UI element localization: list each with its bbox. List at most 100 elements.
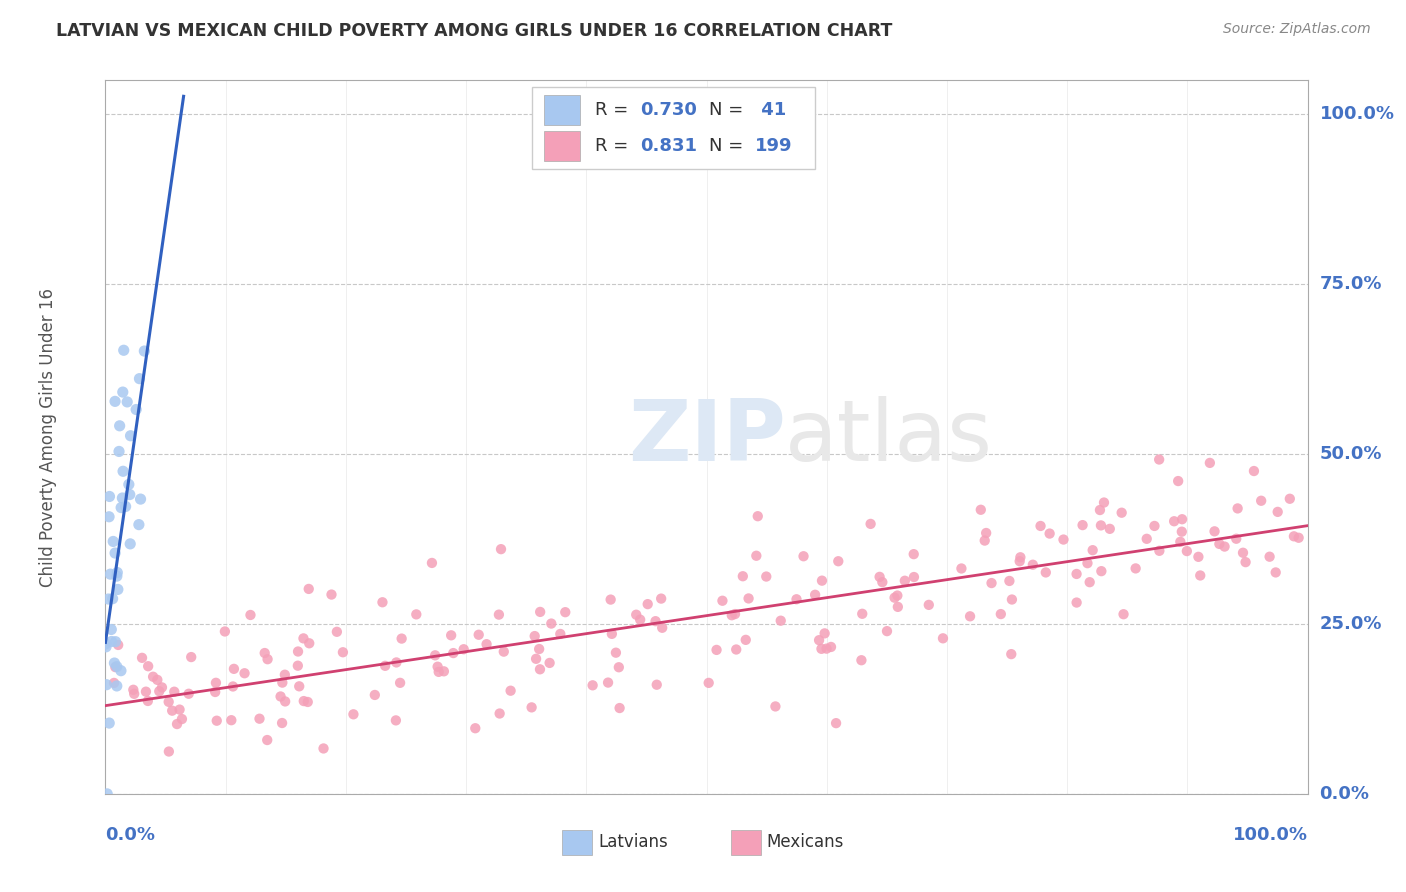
- Point: [101, 591, 124, 606]
- Point: [98, 509, 121, 524]
- Point: [108, 444, 131, 458]
- Point: [1147, 452, 1170, 467]
- Text: 41: 41: [755, 102, 786, 120]
- Point: [104, 660, 127, 674]
- Point: [1090, 564, 1112, 578]
- Point: [1189, 568, 1212, 582]
- Point: [97, 592, 120, 607]
- Point: [426, 659, 449, 673]
- Point: [271, 675, 294, 690]
- Text: Latvians: Latvians: [599, 833, 668, 851]
- Point: [1090, 518, 1112, 533]
- Point: [1081, 543, 1104, 558]
- Point: [869, 570, 891, 584]
- Point: [887, 599, 910, 614]
- Point: [488, 706, 510, 721]
- Point: [529, 605, 551, 619]
- Text: LATVIAN VS MEXICAN CHILD POVERTY AMONG GIRLS UNDER 16 CORRELATION CHART: LATVIAN VS MEXICAN CHILD POVERTY AMONG G…: [56, 22, 893, 40]
- Point: [1226, 501, 1249, 516]
- Point: [274, 667, 297, 681]
- Point: [169, 703, 191, 717]
- Point: [973, 533, 995, 548]
- Point: [1175, 544, 1198, 558]
- Point: [105, 566, 128, 580]
- Point: [160, 704, 183, 718]
- Point: [725, 642, 748, 657]
- Point: [1243, 464, 1265, 478]
- Point: [440, 628, 463, 642]
- Point: [918, 598, 941, 612]
- Point: [1225, 532, 1247, 546]
- Point: [1092, 495, 1115, 509]
- Text: Child Poverty Among Girls Under 16: Child Poverty Among Girls Under 16: [39, 287, 56, 587]
- Point: [125, 402, 148, 417]
- Point: [876, 624, 898, 639]
- FancyBboxPatch shape: [533, 87, 814, 169]
- Point: [118, 487, 141, 501]
- Point: [94, 637, 117, 651]
- Point: [292, 632, 315, 646]
- Point: [115, 395, 138, 409]
- Point: [105, 569, 128, 583]
- Point: [122, 687, 145, 701]
- Point: [427, 665, 450, 679]
- Point: [1029, 519, 1052, 533]
- Point: [233, 666, 256, 681]
- Point: [851, 607, 873, 621]
- Point: [540, 616, 562, 631]
- FancyBboxPatch shape: [544, 131, 581, 161]
- Point: [883, 591, 905, 605]
- Point: [645, 678, 668, 692]
- Point: [239, 607, 262, 622]
- Text: 0.730: 0.730: [640, 102, 697, 120]
- Point: [745, 549, 768, 563]
- Point: [297, 695, 319, 709]
- Point: [609, 701, 631, 715]
- Point: [288, 679, 311, 693]
- Point: [405, 607, 427, 622]
- Point: [110, 500, 132, 515]
- Point: [136, 659, 159, 673]
- Point: [827, 554, 849, 568]
- Point: [134, 344, 156, 359]
- Point: [1039, 526, 1062, 541]
- Point: [104, 546, 127, 560]
- Point: [820, 640, 842, 654]
- Point: [489, 542, 512, 557]
- Point: [711, 593, 734, 607]
- Point: [1198, 456, 1220, 470]
- Point: [298, 582, 321, 596]
- Point: [651, 621, 673, 635]
- Point: [1112, 607, 1135, 622]
- Point: [364, 688, 387, 702]
- Point: [135, 684, 157, 698]
- Point: [644, 614, 666, 628]
- Point: [298, 636, 321, 650]
- Point: [605, 646, 627, 660]
- Point: [523, 629, 546, 643]
- Point: [249, 712, 271, 726]
- Point: [747, 509, 769, 524]
- Point: [321, 588, 343, 602]
- Text: 100.0%: 100.0%: [1233, 826, 1308, 844]
- Text: 0.0%: 0.0%: [1320, 785, 1369, 803]
- Point: [120, 429, 142, 443]
- Point: [170, 712, 193, 726]
- Point: [1168, 534, 1191, 549]
- Point: [599, 592, 621, 607]
- Point: [932, 632, 955, 646]
- Point: [96, 787, 118, 801]
- Point: [524, 652, 547, 666]
- Point: [950, 561, 973, 575]
- Point: [894, 574, 917, 588]
- Point: [423, 648, 446, 663]
- Text: 100.0%: 100.0%: [1320, 105, 1395, 123]
- Point: [1234, 555, 1257, 569]
- Point: [107, 582, 129, 597]
- Point: [98, 716, 121, 731]
- Point: [1000, 647, 1022, 661]
- Point: [112, 464, 135, 478]
- Point: [1208, 537, 1230, 551]
- Point: [808, 633, 831, 648]
- Point: [1204, 524, 1226, 539]
